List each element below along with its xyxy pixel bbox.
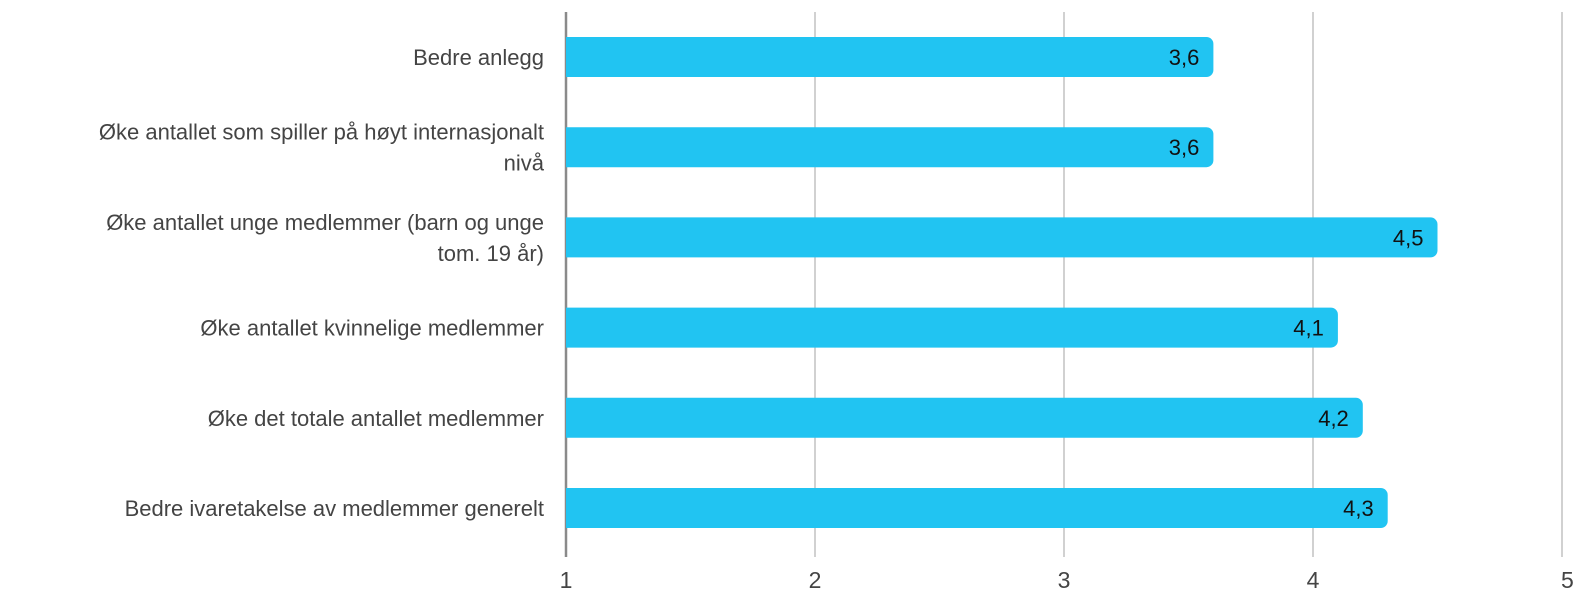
bar bbox=[566, 37, 1214, 77]
bar bbox=[566, 488, 1388, 528]
bar bbox=[566, 217, 1438, 258]
x-tick-label: 1 bbox=[560, 567, 573, 593]
bar bbox=[566, 307, 1338, 348]
category-label: nivå bbox=[504, 151, 545, 176]
x-tick-label: 2 bbox=[809, 567, 822, 593]
x-tick-label: 3 bbox=[1058, 567, 1071, 593]
data-label: 4,2 bbox=[1318, 406, 1349, 431]
x-tick-label: 4 bbox=[1307, 567, 1320, 593]
category-label: Øke antallet som spiller på høyt interna… bbox=[99, 120, 544, 145]
category-label: Bedre ivaretakelse av medlemmer generelt bbox=[125, 496, 544, 521]
data-label: 4,1 bbox=[1293, 316, 1324, 341]
category-label: Bedre anlegg bbox=[413, 45, 544, 70]
category-label: Øke antallet kvinnelige medlemmer bbox=[200, 316, 544, 341]
data-label: 3,6 bbox=[1169, 45, 1200, 70]
data-label: 4,3 bbox=[1343, 496, 1374, 521]
data-label: 4,5 bbox=[1393, 225, 1424, 250]
category-label: Øke antallet unge medlemmer (barn og ung… bbox=[106, 210, 544, 235]
data-label: 3,6 bbox=[1169, 135, 1200, 160]
bar bbox=[566, 127, 1214, 168]
x-tick-label: 5 bbox=[1561, 567, 1574, 593]
category-label: tom. 19 år) bbox=[438, 241, 544, 266]
bar bbox=[566, 397, 1363, 438]
category-label: Øke det totale antallet medlemmer bbox=[208, 406, 544, 431]
